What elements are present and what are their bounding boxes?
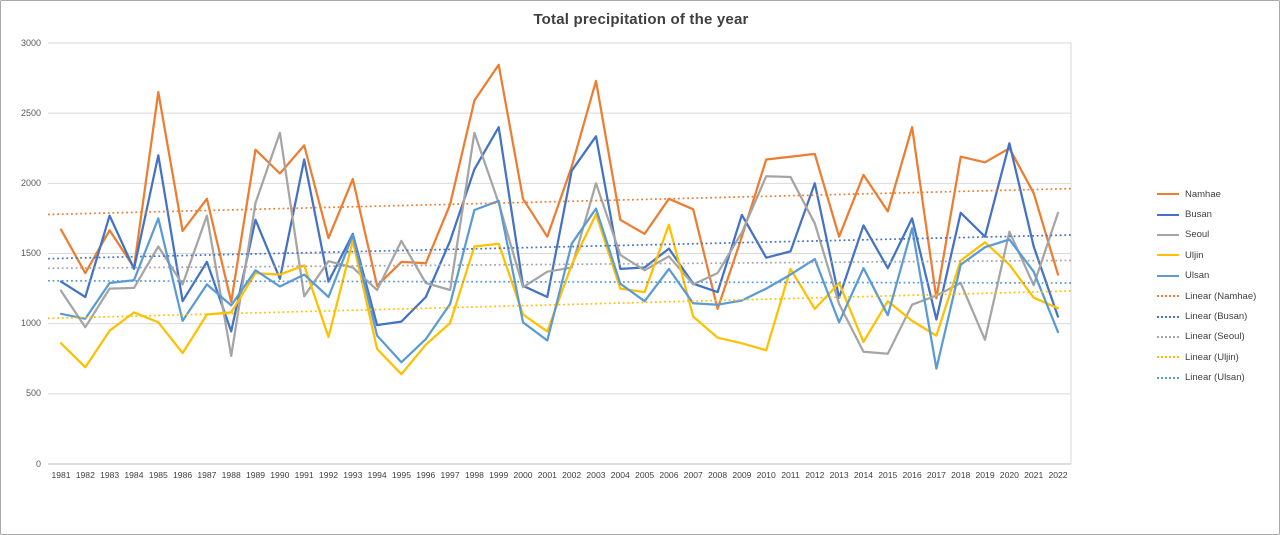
- y-axis-label: 3000: [20, 37, 41, 48]
- legend-label: Linear (Busan): [1185, 311, 1248, 323]
- legend-line-sample: [1157, 213, 1179, 216]
- legend-line-sample: [1157, 274, 1179, 277]
- x-axis-label: 2014: [853, 470, 874, 480]
- x-axis-label: 1996: [416, 470, 436, 480]
- legend-trend-line-sample: [1157, 356, 1179, 359]
- series-line-busan: [59, 126, 1060, 333]
- legend-item[interactable]: Linear (Ulsan): [1157, 368, 1277, 388]
- x-axis-label: 2019: [975, 470, 995, 480]
- x-axis-label: 1982: [75, 470, 95, 480]
- legend-label: Linear (Uljin): [1185, 351, 1239, 363]
- trend-line-linear-ulsan: [47, 279, 1072, 284]
- legend-trend-line-sample: [1157, 335, 1179, 338]
- legend-item[interactable]: Busan: [1157, 204, 1277, 224]
- x-axis-label: 1981: [51, 470, 71, 480]
- legend-label: Linear (Ulsan): [1185, 372, 1245, 384]
- legend-trend-line-sample: [1157, 376, 1179, 379]
- legend-label: Ulsan: [1185, 270, 1210, 282]
- legend-line-sample: [1157, 193, 1179, 196]
- x-axis-label: 2013: [829, 470, 849, 480]
- x-axis-label: 2017: [926, 470, 946, 480]
- x-axis-label: 2003: [586, 470, 606, 480]
- legend-label: Uljin: [1185, 249, 1204, 261]
- x-axis-label: 1999: [489, 470, 509, 480]
- x-axis-label: 1992: [318, 470, 339, 480]
- legend-trend-line-sample: [1157, 315, 1179, 318]
- legend-item[interactable]: Seoul: [1157, 225, 1277, 245]
- y-axis-label: 1500: [20, 248, 41, 258]
- x-axis-label: 2005: [635, 470, 655, 480]
- x-axis-label: 1989: [245, 470, 266, 480]
- legend-trend-line-sample: [1157, 295, 1179, 298]
- legend: Namhae Busan Seoul Uljin Ulsan Linear (Namhae…: [1157, 184, 1277, 388]
- legend-item[interactable]: Linear (Uljin): [1157, 347, 1277, 367]
- legend-item[interactable]: Linear (Seoul): [1157, 327, 1277, 347]
- x-axis-label: 2007: [683, 470, 703, 480]
- legend-item[interactable]: Uljin: [1157, 245, 1277, 265]
- series-line-ulsan: [59, 199, 1060, 370]
- legend-label: Linear (Seoul): [1185, 331, 1245, 343]
- legend-label: Seoul: [1185, 229, 1210, 241]
- series-line-seoul: [59, 131, 1060, 358]
- x-axis-label: 1991: [294, 470, 314, 480]
- legend-label: Linear (Namhae): [1185, 290, 1257, 302]
- x-axis-label: 2021: [1024, 470, 1044, 480]
- x-axis-label: 1986: [173, 470, 193, 480]
- x-axis-label: 2001: [537, 470, 557, 480]
- x-axis-label: 1995: [391, 470, 411, 480]
- legend-item[interactable]: Namhae: [1157, 184, 1277, 204]
- x-axis-label: 2002: [562, 470, 582, 480]
- x-axis-label: 1985: [148, 470, 168, 480]
- y-axis-label: 0: [35, 458, 41, 469]
- x-axis-label: 2016: [902, 470, 922, 480]
- chart-title: Total precipitation of the year: [533, 11, 749, 28]
- x-axis-label: 2022: [1048, 470, 1068, 480]
- legend-label: Busan: [1185, 209, 1212, 221]
- legend-label: Namhae: [1185, 188, 1221, 200]
- x-axis-label: 1984: [124, 470, 144, 480]
- x-axis-label: 1993: [343, 470, 363, 480]
- trend-line-linear-uljin: [47, 290, 1072, 320]
- x-axis-label: 2020: [999, 470, 1019, 480]
- x-axis-label: 1983: [100, 470, 120, 480]
- legend-item[interactable]: Linear (Namhae): [1157, 286, 1277, 306]
- trend-line-linear-busan: [47, 234, 1072, 260]
- legend-line-sample: [1157, 254, 1179, 257]
- trend-line-linear-namhae: [47, 187, 1072, 216]
- y-axis-label: 500: [25, 388, 41, 399]
- y-axis-label: 1000: [20, 318, 41, 329]
- x-axis-label: 2008: [707, 470, 728, 480]
- x-axis-label: 2010: [756, 470, 776, 480]
- x-axis-label: 2009: [732, 470, 752, 480]
- x-axis-label: 1998: [464, 470, 484, 480]
- x-axis-label: 2004: [610, 470, 630, 480]
- y-axis-label: 2000: [20, 177, 41, 188]
- legend-item[interactable]: Ulsan: [1157, 266, 1277, 286]
- x-axis-label: 1988: [221, 470, 241, 480]
- x-axis-label: 2015: [878, 470, 898, 480]
- x-axis-label: 2018: [951, 470, 971, 480]
- x-axis-label: 2012: [805, 470, 825, 480]
- trend-line-linear-seoul: [47, 259, 1072, 270]
- x-axis-label: 2000: [513, 470, 533, 480]
- x-axis-label: 2006: [659, 470, 679, 480]
- x-axis-label: 2011: [781, 470, 800, 480]
- x-axis-label: 1987: [197, 470, 217, 480]
- legend-line-sample: [1157, 233, 1179, 236]
- x-axis-label: 1997: [440, 470, 460, 480]
- x-axis-label: 1994: [367, 470, 387, 480]
- x-axis-label: 1990: [270, 470, 290, 480]
- legend-item[interactable]: Linear (Busan): [1157, 306, 1277, 326]
- y-axis-label: 2500: [20, 107, 41, 118]
